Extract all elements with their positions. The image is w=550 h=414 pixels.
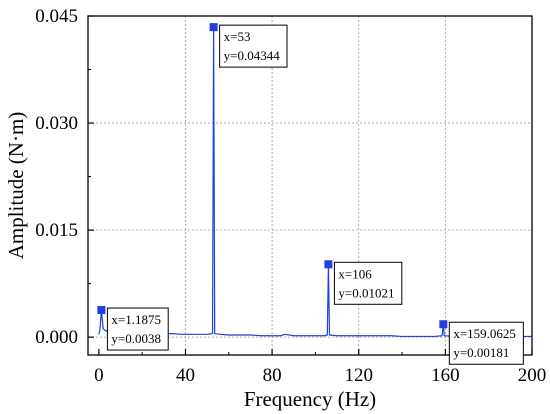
y-tick-label: 0.000: [35, 327, 78, 348]
peak-annotation: x=53 y=0.04344: [219, 24, 288, 68]
peak-marker: [439, 320, 448, 329]
series-layer: [98, 26, 532, 338]
peak-annotation-y: y=0.01021: [338, 285, 394, 300]
peak-annotation: x=1.1875 y=0.0038: [106, 307, 169, 351]
peak-annotation-box: [219, 24, 288, 68]
peak-annotation-box: [333, 261, 403, 305]
x-tick-label: 0: [94, 365, 104, 386]
x-tick-label: 80: [263, 365, 282, 386]
peak-marker: [97, 306, 106, 315]
axis-ticks: 0 40 80 120 160 200 0.000 0.015 0.030 0.045: [35, 6, 546, 386]
peak-annotation-y: y=0.0038: [111, 331, 161, 346]
spectrum-line: [98, 26, 532, 338]
plot-frame: [87, 15, 533, 356]
x-tick-label: 40: [176, 365, 195, 386]
peak-annotation-x: x=159.0625: [453, 326, 516, 341]
x-axis-label: Frequency (Hz): [244, 387, 376, 411]
x-tick-label: 200: [518, 365, 547, 386]
x-tick-label: 120: [344, 365, 373, 386]
grid: [88, 15, 532, 355]
x-tick-label: 160: [431, 365, 460, 386]
peak-marker: [209, 23, 218, 32]
peak-annotation: x=159.0625 y=0.00181: [448, 321, 524, 365]
peak-annotation-x: x=1.1875: [111, 312, 161, 327]
peak-annotation-y: y=0.00181: [453, 345, 509, 360]
peak-markers: [97, 23, 448, 329]
peak-marker: [324, 260, 333, 269]
peak-annotation-y: y=0.04344: [224, 48, 281, 63]
peak-annotation-x: x=106: [338, 266, 372, 281]
peak-annotations: x=1.1875 y=0.0038 x=53 y=0.04344 x=106 y=0.01…: [106, 24, 524, 365]
peak-annotation: x=106 y=0.01021: [333, 261, 403, 305]
peak-annotation-x: x=53: [224, 29, 251, 44]
peak-annotation-box: [106, 307, 169, 351]
y-tick-label: 0.015: [35, 220, 78, 241]
y-tick-label: 0.045: [35, 6, 78, 27]
y-tick-label: 0.030: [35, 113, 78, 134]
y-axis-label: Amplitude (N·m): [4, 112, 28, 260]
peak-annotation-box: [448, 321, 524, 365]
